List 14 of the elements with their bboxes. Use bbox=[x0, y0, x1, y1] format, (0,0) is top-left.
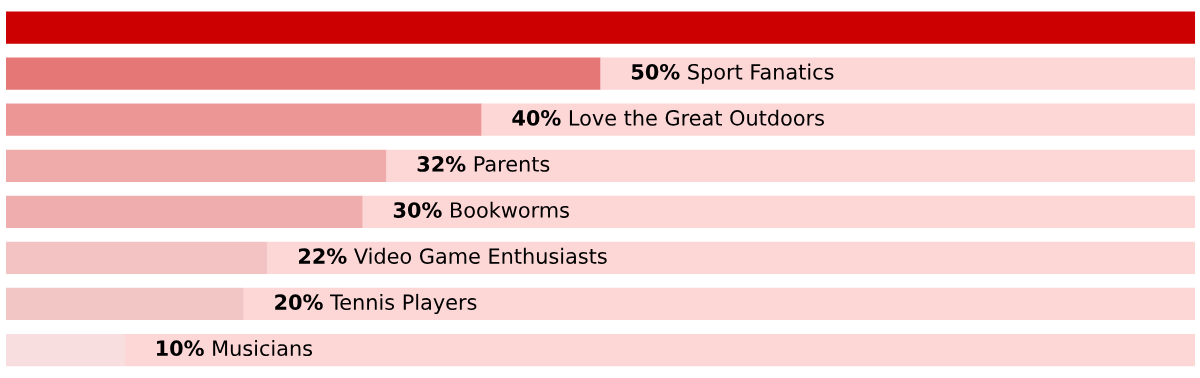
y-tick-label: Video Game Enthusiasts bbox=[354, 247, 607, 264]
data-label: 40% bbox=[512, 109, 561, 126]
y-tick-label: Love the Great Outdoors bbox=[569, 109, 824, 126]
data-label: 22% bbox=[299, 248, 347, 264]
data-label: 20% bbox=[275, 294, 323, 311]
data-label: 32% bbox=[417, 156, 466, 172]
data-label: 50% bbox=[631, 63, 680, 80]
y-tick-label: Musicians bbox=[213, 339, 313, 357]
y-tick-label: Tennis Players bbox=[330, 293, 477, 315]
y-tick-label: Sport Fanatics bbox=[688, 63, 834, 84]
data-label: 10% bbox=[157, 340, 204, 357]
y-tick-label: Bookworms bbox=[451, 201, 569, 218]
data-label: 30% bbox=[393, 202, 442, 218]
y-tick-label: Parents bbox=[474, 156, 550, 172]
